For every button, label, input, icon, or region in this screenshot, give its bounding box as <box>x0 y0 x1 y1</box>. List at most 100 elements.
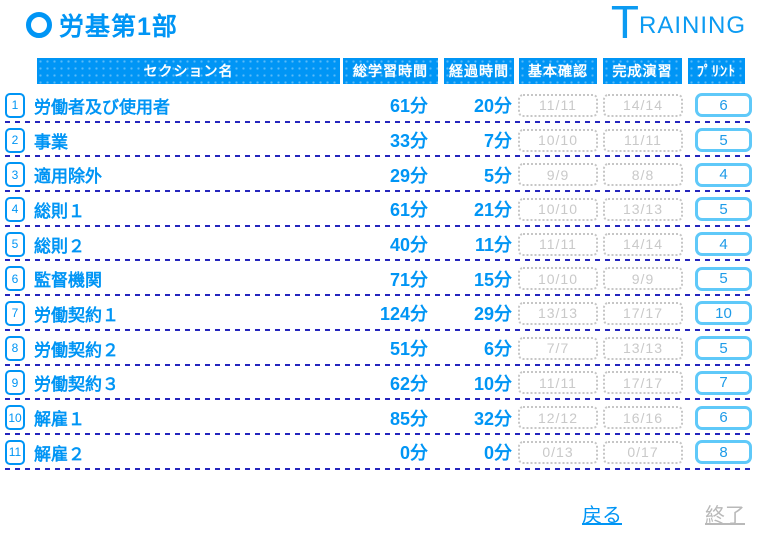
basic-check-button[interactable]: 0/13 <box>518 440 598 464</box>
column-header-total-study-time: 総学習時間 <box>343 58 438 84</box>
training-logo-initial: T <box>610 0 639 48</box>
column-header-completion-exercise: 完成演習 <box>603 58 682 84</box>
elapsed-time-value: 15分 <box>473 269 512 290</box>
section-name-label: 労働契約２ <box>34 340 119 360</box>
column-header-print: ﾌﾟﾘﾝﾄ <box>688 58 745 84</box>
total-study-time-value: 62分 <box>389 373 428 394</box>
section-row: 11 解雇２ 0分 0分 0/13 0/17 8 <box>0 435 761 470</box>
course-circle-icon <box>26 12 52 38</box>
elapsed-time-value: 21分 <box>473 200 512 221</box>
total-study-time-value: 85分 <box>389 408 428 429</box>
completion-exercise-button[interactable]: 13/13 <box>603 336 683 360</box>
print-button[interactable]: 8 <box>695 440 752 465</box>
completion-exercise-button[interactable]: 16/16 <box>603 406 683 430</box>
completion-exercise-button[interactable]: 17/17 <box>603 371 683 395</box>
total-study-time-value: 51分 <box>389 339 428 360</box>
basic-check-button[interactable]: 10/10 <box>518 128 598 152</box>
elapsed-time-value: 7分 <box>483 131 512 152</box>
section-row: 7 労働契約１ 124分 29分 13/13 17/17 10 <box>0 296 761 331</box>
print-button[interactable]: 6 <box>695 405 752 430</box>
section-name-label: 労働者及び使用者 <box>34 97 170 117</box>
print-button[interactable]: 4 <box>695 162 752 187</box>
section-number-badge: 9 <box>5 370 25 396</box>
basic-check-button[interactable]: 7/7 <box>518 336 598 360</box>
column-header-basic-check: 基本確認 <box>519 58 597 84</box>
print-button[interactable]: 5 <box>695 336 752 361</box>
basic-check-button[interactable]: 10/10 <box>518 197 598 221</box>
elapsed-time-value: 11分 <box>474 235 512 256</box>
section-name-label: 労働契約３ <box>34 375 119 395</box>
section-name-label: 解雇１ <box>34 410 85 430</box>
section-row: 9 労働契約３ 62分 10分 11/11 17/17 7 <box>0 366 761 401</box>
elapsed-time-value: 6分 <box>483 339 512 360</box>
training-logo-text: RAINING <box>638 12 746 39</box>
print-button[interactable]: 4 <box>695 232 752 257</box>
section-row: 2 事業 33分 7分 10/10 11/11 5 <box>0 123 761 158</box>
total-study-time-value: 33分 <box>389 131 428 152</box>
section-number-badge: 2 <box>5 127 25 153</box>
elapsed-time-value: 5分 <box>483 165 512 186</box>
basic-check-button[interactable]: 13/13 <box>518 301 598 325</box>
section-number-badge: 6 <box>5 266 25 292</box>
elapsed-time-value: 20分 <box>473 96 512 117</box>
section-number-badge: 10 <box>5 405 25 431</box>
exit-link[interactable]: 終了 <box>705 505 745 527</box>
total-study-time-value: 124分 <box>379 304 428 325</box>
print-button[interactable]: 6 <box>695 93 752 118</box>
completion-exercise-button[interactable]: 14/14 <box>603 93 683 117</box>
table-header-row: セクション名 総学習時間 経過時間 基本確認 完成演習 ﾌﾟﾘﾝﾄ <box>0 58 761 84</box>
basic-check-button[interactable]: 9/9 <box>518 163 598 187</box>
section-row: 10 解雇１ 85分 32分 12/12 16/16 6 <box>0 400 761 435</box>
page-title: 労基第1部 <box>59 13 178 41</box>
section-number-badge: 3 <box>5 162 25 188</box>
basic-check-button[interactable]: 11/11 <box>518 371 598 395</box>
completion-exercise-button[interactable]: 9/9 <box>603 267 683 291</box>
section-row: 5 総則２ 40分 11分 11/11 14/14 4 <box>0 227 761 262</box>
elapsed-time-value: 32分 <box>473 408 512 429</box>
section-row: 1 労働者及び使用者 61分 20分 11/11 14/14 6 <box>0 88 761 123</box>
section-name-label: 適用除外 <box>34 167 102 187</box>
print-button[interactable]: 10 <box>695 301 752 326</box>
section-number-badge: 8 <box>5 335 25 361</box>
total-study-time-value: 61分 <box>389 96 428 117</box>
elapsed-time-value: 29分 <box>473 304 512 325</box>
print-button[interactable]: 5 <box>695 266 752 291</box>
completion-exercise-button[interactable]: 13/13 <box>603 197 683 221</box>
basic-check-button[interactable]: 11/11 <box>518 232 598 256</box>
section-number-badge: 1 <box>5 92 25 118</box>
basic-check-button[interactable]: 10/10 <box>518 267 598 291</box>
print-button[interactable]: 7 <box>695 370 752 395</box>
basic-check-button[interactable]: 11/11 <box>518 93 598 117</box>
table-body: 1 労働者及び使用者 61分 20分 11/11 14/14 6 2 事業 33… <box>0 88 761 470</box>
section-row: 3 適用除外 29分 5分 9/9 8/8 4 <box>0 157 761 192</box>
basic-check-button[interactable]: 12/12 <box>518 406 598 430</box>
section-name-label: 解雇２ <box>34 444 85 464</box>
section-number-badge: 5 <box>5 231 25 257</box>
section-name-label: 事業 <box>34 132 68 152</box>
section-name-label: 総則２ <box>34 236 85 256</box>
completion-exercise-button[interactable]: 17/17 <box>603 301 683 325</box>
total-study-time-value: 71分 <box>389 269 428 290</box>
total-study-time-value: 61分 <box>389 200 428 221</box>
column-header-elapsed-time: 経過時間 <box>444 58 514 84</box>
completion-exercise-button[interactable]: 11/11 <box>603 128 683 152</box>
section-row: 6 監督機関 71分 15分 10/10 9/9 5 <box>0 261 761 296</box>
section-number-badge: 11 <box>5 439 25 465</box>
print-button[interactable]: 5 <box>695 197 752 222</box>
total-study-time-value: 40分 <box>389 235 428 256</box>
print-button[interactable]: 5 <box>695 128 752 153</box>
elapsed-time-value: 10分 <box>473 373 512 394</box>
total-study-time-value: 29分 <box>389 165 428 186</box>
section-number-badge: 7 <box>5 300 25 326</box>
completion-exercise-button[interactable]: 14/14 <box>603 232 683 256</box>
section-number-badge: 4 <box>5 196 25 222</box>
completion-exercise-button[interactable]: 8/8 <box>603 163 683 187</box>
total-study-time-value: 0分 <box>399 443 428 464</box>
section-name-label: 監督機関 <box>34 271 102 291</box>
elapsed-time-value: 0分 <box>483 443 512 464</box>
completion-exercise-button[interactable]: 0/17 <box>603 440 683 464</box>
back-link[interactable]: 戻る <box>582 505 622 527</box>
section-name-label: 労働契約１ <box>34 305 119 325</box>
section-row: 4 総則１ 61分 21分 10/10 13/13 5 <box>0 192 761 227</box>
